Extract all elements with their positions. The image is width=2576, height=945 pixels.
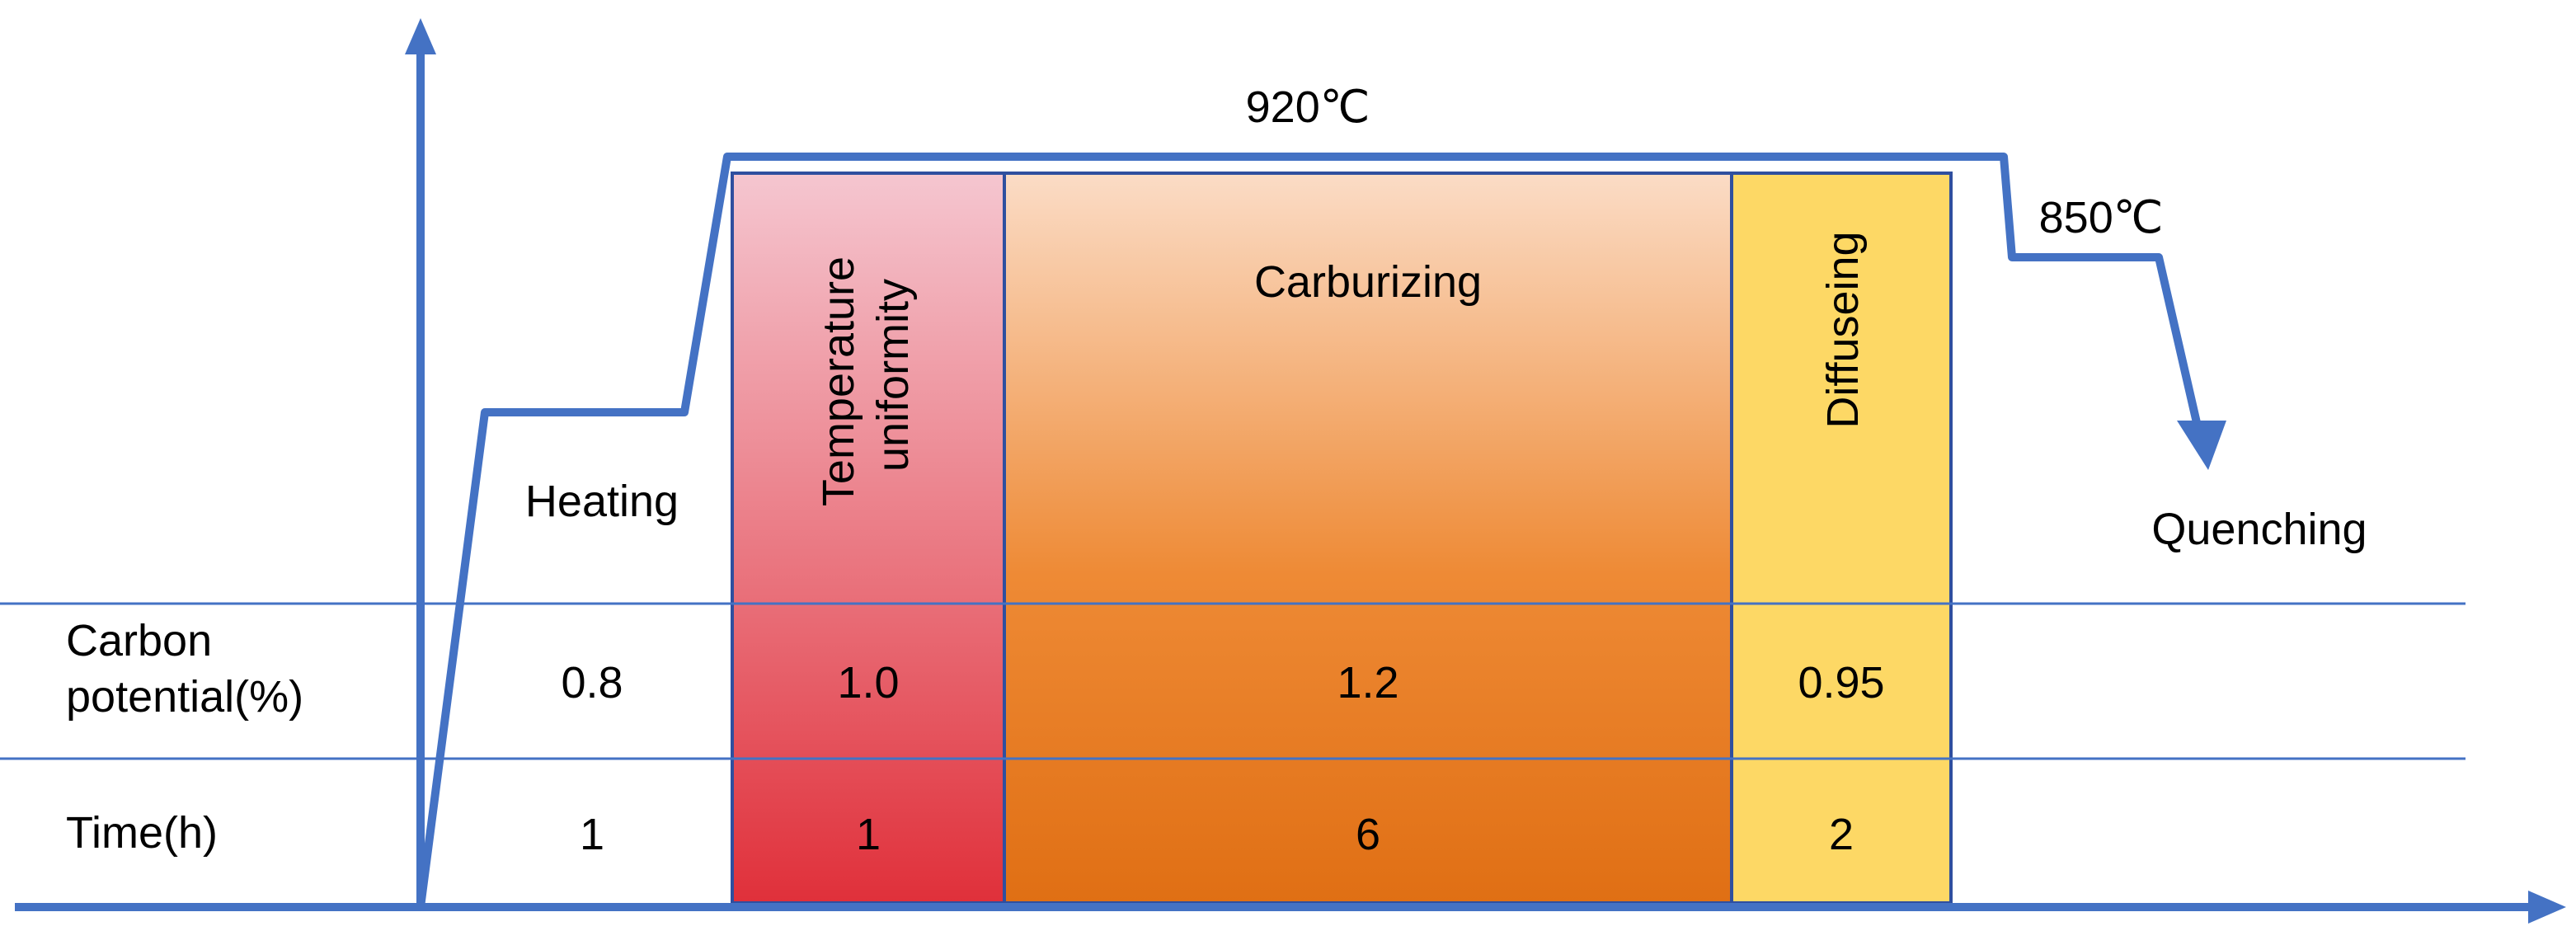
- diffuseing-box: [1730, 172, 1953, 905]
- x-axis-arrowhead: [2528, 891, 2566, 924]
- time-row-header: Time(h): [66, 808, 218, 858]
- quenching-arrowhead: [2177, 421, 2226, 470]
- stage-label-temperature-uniformity: Temperature uniformity: [814, 244, 918, 506]
- y-axis-arrowhead: [405, 18, 436, 54]
- time-value-carburizing: 6: [1356, 810, 1380, 859]
- carbon-value-carburizing: 1.2: [1337, 658, 1398, 708]
- carburizing-box: [1003, 172, 1733, 905]
- carbon-value-diffuseing: 0.95: [1798, 658, 1884, 708]
- stage-label-diffuseing: Diffuseing: [1818, 231, 1868, 428]
- carbon-value-heating: 0.8: [561, 658, 623, 708]
- carbon-potential-row-header: Carbon potential(%): [66, 616, 303, 722]
- stage-label-heating: Heating: [525, 477, 679, 526]
- stage-label-carburizing: Carburizing: [1254, 257, 1482, 307]
- temperature-uniformity-box: [731, 172, 1006, 905]
- carbon-value-temperature-uniformity: 1.0: [837, 658, 899, 708]
- time-value-temperature-uniformity: 1: [856, 810, 881, 859]
- temp-high-label: 920℃: [1246, 82, 1370, 132]
- temp-low-label: 850℃: [2039, 193, 2164, 242]
- time-value-diffuseing: 2: [1829, 810, 1854, 859]
- temperature-curve: [416, 153, 2204, 908]
- quenching-label: Quenching: [2151, 505, 2367, 554]
- time-value-heating: 1: [580, 810, 604, 859]
